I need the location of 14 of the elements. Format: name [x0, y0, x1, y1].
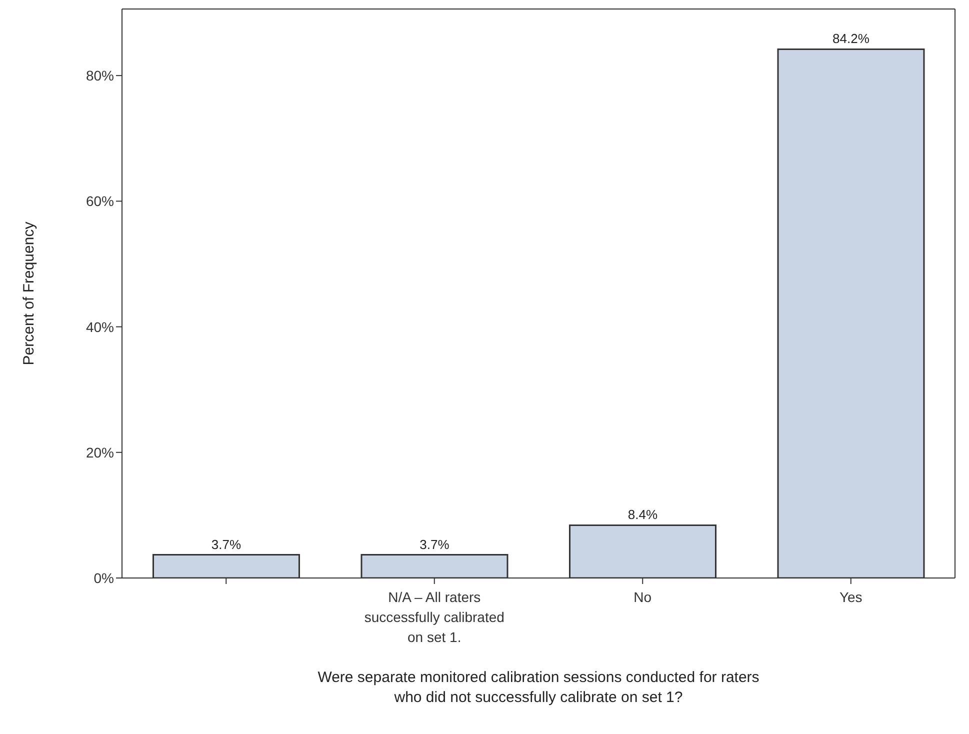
data-label: 8.4% [628, 507, 658, 522]
x-tick-label: No [634, 589, 652, 605]
data-label: 3.7% [211, 536, 242, 552]
x-tick-label: Yes [839, 589, 862, 605]
y-tick-label: 60% [86, 193, 114, 210]
x-axis-title: Were separate monitored calibration sessions conducted for raters who did not successfully calibrate on set 1? [316, 668, 760, 708]
x-tick-label: N/A – All raters successfully calibrated on set 1. [364, 589, 504, 645]
y-tick-label: 20% [86, 444, 114, 460]
data-label: 84.2% [832, 31, 870, 46]
y-tick-label: 40% [86, 318, 114, 335]
y-axis-title: Percent of Frequency [20, 221, 38, 366]
y-tick-label: 80% [86, 68, 114, 84]
data-label: 3.7% [420, 536, 450, 552]
y-tick-label: 0% [94, 570, 114, 586]
